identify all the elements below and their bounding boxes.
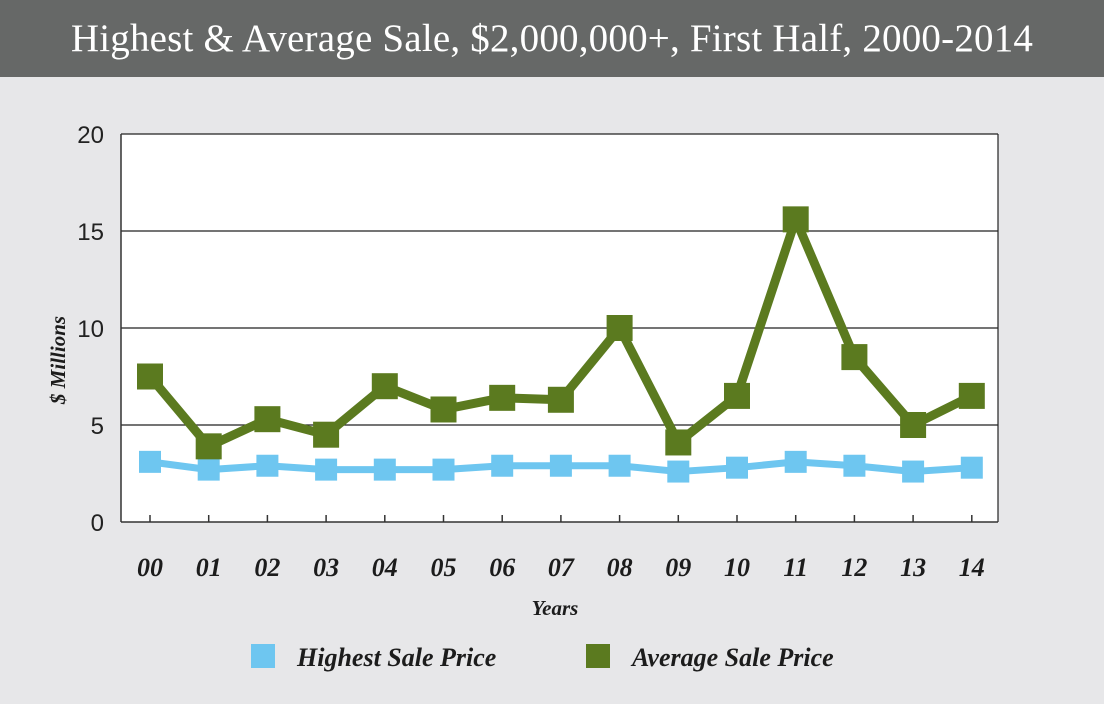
point-0-00 (139, 450, 161, 473)
y-tick-label-10: 10 (77, 316, 104, 343)
point-1-14 (958, 382, 985, 409)
point-0-05 (432, 458, 455, 481)
x-tick-label-00: 00 (137, 553, 163, 582)
chart-title: Highest & Average Sale, $2,000,000+, Fir… (70, 17, 1034, 60)
point-1-04 (371, 373, 398, 400)
point-1-06 (489, 384, 516, 411)
x-tick-label-13: 13 (900, 553, 926, 582)
x-tick-label-10: 10 (724, 553, 750, 582)
title-bar: Highest & Average Sale, $2,000,000+, Fir… (0, 0, 1104, 77)
x-tick-label-14: 14 (959, 553, 985, 582)
point-1-00 (137, 363, 163, 390)
point-0-04 (373, 458, 396, 481)
axes (120, 134, 998, 523)
point-1-02 (254, 406, 281, 433)
point-0-10 (726, 456, 748, 479)
point-0-11 (784, 450, 807, 473)
y-tick-label-20: 20 (77, 122, 104, 149)
x-tick-label-12: 12 (841, 553, 867, 582)
point-0-01 (197, 458, 220, 481)
point-1-09 (665, 429, 692, 456)
x-tick-label-06: 06 (489, 553, 515, 582)
point-1-10 (724, 382, 750, 409)
point-1-11 (782, 206, 809, 233)
point-1-12 (841, 344, 868, 371)
x-tick-label-04: 04 (372, 553, 398, 582)
y-tick-labels: 0 5 10 15 20 (77, 122, 104, 537)
y-tick-label-15: 15 (77, 219, 104, 246)
y-tick-label-0: 0 (91, 510, 104, 537)
x-ticks (149, 515, 973, 522)
point-0-02 (256, 454, 279, 477)
point-0-03 (315, 458, 338, 481)
series-points (137, 206, 985, 483)
x-tick-label-07: 07 (548, 553, 575, 582)
point-0-13 (902, 460, 925, 483)
legend-swatch-highest (251, 644, 275, 668)
point-1-05 (430, 396, 457, 423)
legend-label-highest: Highest Sale Price (296, 643, 496, 672)
point-1-13 (900, 412, 927, 438)
x-tick-labels: 00 01 02 03 04 05 06 07 08 09 10 11 12 13 14 (137, 553, 985, 582)
point-0-12 (843, 454, 866, 477)
x-tick-label-11: 11 (783, 553, 808, 582)
x-tick-label-01: 01 (196, 553, 222, 582)
legend-swatch-average (586, 644, 610, 668)
point-0-09 (667, 460, 690, 483)
legend-label-average: Average Sale Price (630, 643, 834, 672)
x-tick-label-02: 02 (254, 553, 280, 582)
point-1-03 (313, 421, 340, 448)
point-1-01 (195, 433, 222, 460)
y-axis-title: $ Millions (46, 316, 70, 405)
legend: Highest Sale Price Average Sale Price (251, 643, 834, 672)
x-axis-title: Years (532, 596, 579, 620)
point-0-07 (549, 454, 572, 477)
x-tick-label-05: 05 (431, 553, 457, 582)
point-0-08 (608, 454, 631, 477)
point-1-08 (606, 315, 633, 341)
point-1-07 (547, 386, 574, 413)
x-tick-label-09: 09 (665, 553, 691, 582)
x-tick-label-08: 08 (607, 553, 633, 582)
x-tick-label-03: 03 (313, 553, 339, 582)
point-0-14 (960, 456, 983, 479)
y-tick-label-5: 5 (91, 413, 104, 440)
point-0-06 (491, 454, 514, 477)
